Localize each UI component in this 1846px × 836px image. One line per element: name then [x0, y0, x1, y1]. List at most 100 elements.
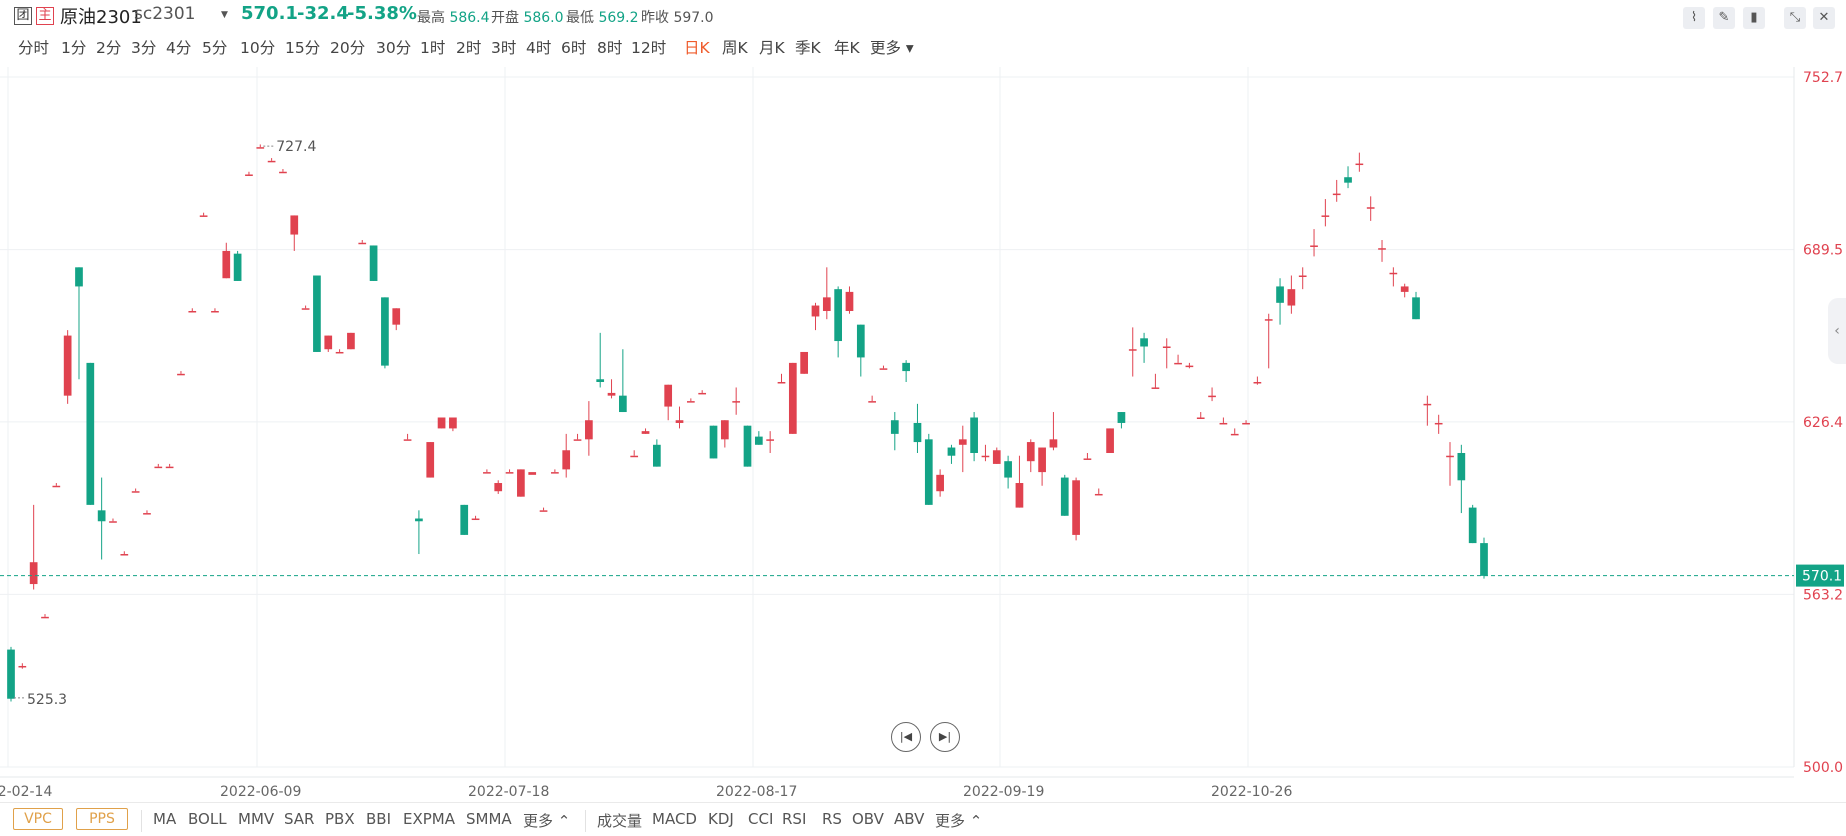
candle-body-68	[777, 381, 786, 384]
candle-body-78	[890, 420, 899, 434]
period-8[interactable]: 20分	[330, 39, 366, 57]
close-icon[interactable]: ✕	[1813, 7, 1835, 29]
step-forward-button[interactable]: ▶|	[930, 722, 960, 752]
overlay-indicator-1[interactable]: BOLL	[188, 810, 227, 828]
overlay-indicator-0[interactable]: MA	[153, 810, 177, 828]
price-change-pct: -5.38%	[347, 3, 417, 24]
period-12[interactable]: 3时	[491, 39, 517, 57]
sub-indicator-2[interactable]: KDJ	[708, 810, 734, 828]
pen-icon[interactable]: ✎	[1713, 7, 1735, 29]
period-10[interactable]: 1时	[420, 39, 446, 57]
candle-body-71	[811, 305, 820, 317]
candle-body-39	[449, 417, 457, 429]
period-19[interactable]: 月K	[759, 39, 785, 57]
indicator-vpc[interactable]: VPC	[13, 808, 63, 830]
candle-body-54	[619, 395, 627, 413]
candle-body-89	[1015, 483, 1024, 508]
candle-body-21	[245, 174, 253, 176]
candle-body-75	[856, 324, 865, 358]
period-5[interactable]: 5分	[202, 39, 228, 57]
candle-body-96	[1094, 493, 1103, 496]
sub-indicator-8[interactable]: 更多 ⌃	[935, 812, 983, 830]
sub-indicator-0[interactable]: 成交量	[597, 812, 643, 830]
period-16[interactable]: 12时	[631, 39, 667, 57]
candle-body-81	[924, 439, 933, 505]
candle-body-122	[1389, 272, 1398, 275]
candle-body-46	[528, 472, 537, 475]
team-badge[interactable]: 团	[14, 7, 32, 25]
overlay-indicator-7[interactable]: SMMA	[466, 810, 512, 828]
candle-body-2	[29, 562, 38, 585]
candle-body-28	[324, 335, 333, 350]
overlay-indicator-3[interactable]: SAR	[284, 810, 315, 828]
candle-body-94	[1072, 480, 1080, 535]
step-back-button[interactable]: |◀	[891, 722, 921, 752]
candle-body-49	[562, 450, 571, 470]
sub-indicator-4[interactable]: RSI	[782, 810, 807, 828]
candle-body-130	[1480, 543, 1488, 576]
sub-indicator-1[interactable]: MACD	[652, 810, 697, 828]
period-22[interactable]: 更多 ▾	[870, 39, 914, 57]
step-back-icon: |◀	[899, 730, 913, 743]
overlay-indicator-5[interactable]: BBI	[366, 810, 392, 828]
overlay-indicator-8[interactable]: 更多 ⌃	[523, 812, 571, 830]
overlay-indicator-2[interactable]: MMV	[238, 810, 275, 828]
period-14[interactable]: 6时	[561, 39, 587, 57]
period-6[interactable]: 10分	[240, 39, 276, 57]
candle-body-30	[347, 332, 355, 350]
period-3[interactable]: 3分	[131, 39, 157, 57]
collapse-icon[interactable]: ⤡	[1784, 7, 1806, 29]
period-7[interactable]: 15分	[285, 39, 321, 57]
candle-body-87	[992, 450, 1001, 464]
candle-body-127	[1446, 455, 1454, 458]
overlay-indicator-6[interactable]: EXPMA	[403, 810, 456, 828]
period-2[interactable]: 2分	[96, 39, 122, 57]
candle-body-113	[1287, 289, 1296, 306]
code-dropdown-icon[interactable]: ▼	[221, 10, 228, 20]
candle-body-98	[1117, 412, 1126, 423]
indicator-bar: VPC PPS MA BOLL MMV SAR PBX BBI EXPMA SMMA 更多 ⌃ 成交量…	[0, 802, 1846, 836]
sub-indicator-5[interactable]: RS	[822, 810, 842, 828]
period-21[interactable]: 年K	[834, 39, 860, 57]
candle-body-105	[1196, 417, 1205, 419]
sub-indicator-7[interactable]: ABV	[894, 810, 925, 828]
prev-close-stat: 昨收 597.0	[641, 10, 714, 26]
last-price: 570.1	[241, 3, 298, 24]
candle-body-53	[607, 392, 616, 396]
x-tick-3: 2022-08-17	[716, 784, 797, 800]
candle-style-icon[interactable]: ▮	[1743, 7, 1765, 29]
candle-body-13	[154, 466, 163, 469]
period-17[interactable]: 日K	[684, 39, 710, 57]
candle-body-116	[1321, 215, 1330, 217]
indicator-pps[interactable]: PPS	[76, 808, 128, 830]
candle-body-23	[267, 160, 276, 163]
candle-body-112	[1276, 286, 1284, 303]
overlay-indicator-4[interactable]: PBX	[325, 810, 355, 828]
candle-body-118	[1344, 177, 1352, 183]
sub-indicator-3[interactable]: CCI	[748, 810, 774, 828]
candle-body-56	[641, 431, 650, 434]
period-11[interactable]: 2时	[456, 39, 482, 57]
period-9[interactable]: 30分	[376, 39, 412, 57]
period-20[interactable]: 季K	[795, 39, 821, 57]
period-18[interactable]: 周K	[722, 39, 748, 57]
candle-body-90	[1026, 442, 1035, 462]
instrument-code[interactable]: sc2301	[134, 4, 196, 24]
line-tool-icon[interactable]: ⌇	[1683, 7, 1705, 29]
period-0[interactable]: 分时	[18, 39, 50, 57]
period-15[interactable]: 8时	[597, 39, 623, 57]
period-13[interactable]: 4时	[526, 39, 552, 57]
candle-body-59	[675, 420, 684, 423]
candle-body-3	[41, 616, 49, 619]
candlestick-chart[interactable]: 752.7 689.5 626.4 563.2 500.0 2022-02-14 2022-…	[0, 0, 1846, 800]
period-1[interactable]: 1分	[61, 39, 87, 57]
candle-body-120	[1366, 207, 1375, 209]
main-contract-badge[interactable]: 主	[36, 7, 54, 25]
sub-indicator-6[interactable]: OBV	[852, 810, 884, 828]
side-panel-toggle[interactable]: ‹	[1828, 298, 1846, 364]
period-4[interactable]: 4分	[166, 39, 192, 57]
open-stat: 开盘 586.0	[491, 10, 564, 26]
candle-body-16	[188, 311, 197, 313]
chevron-left-icon: ‹	[1834, 323, 1840, 339]
candle-body-104	[1185, 365, 1194, 368]
